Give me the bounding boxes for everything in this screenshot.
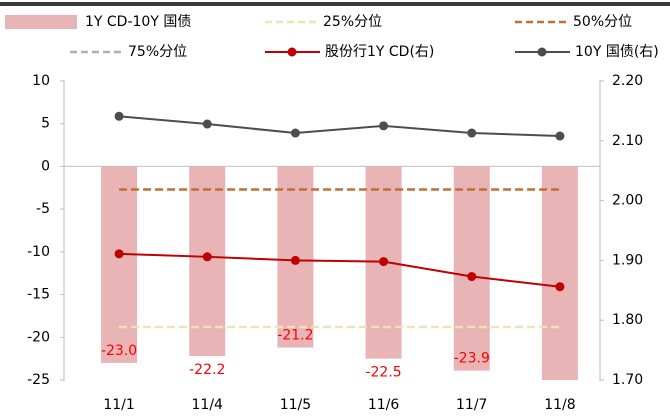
data-label: -22.5 — [365, 365, 401, 381]
line — [119, 252, 561, 288]
point — [467, 128, 477, 138]
point — [290, 128, 300, 138]
line — [118, 115, 560, 138]
legend-label: 75%分位 — [128, 44, 187, 60]
legend-marker — [287, 47, 297, 57]
point — [379, 257, 389, 267]
point — [114, 249, 124, 259]
data-label: -21.2 — [277, 328, 313, 344]
y2-tick-label: 1.80 — [612, 312, 643, 328]
point — [467, 272, 477, 282]
legend-swatch — [5, 15, 77, 29]
bar — [541, 166, 578, 380]
x-tick-label: 11/1 — [103, 397, 134, 413]
y-tick-label: -10 — [27, 244, 50, 260]
x-tick-label: 11/8 — [544, 397, 575, 413]
y2-tick-label: 2.00 — [612, 193, 643, 209]
bar — [101, 166, 138, 363]
y-tick-label: -5 — [36, 201, 50, 217]
y2-tick-label: 2.10 — [612, 133, 643, 149]
y-tick-label: -25 — [27, 372, 50, 388]
x-tick-label: 11/5 — [280, 397, 311, 413]
data-label: -23.0 — [101, 343, 137, 359]
point — [379, 121, 389, 131]
legend-label: 1Y CD-10Y 国债 — [85, 14, 191, 30]
data-label: -22.2 — [189, 362, 225, 378]
x-tick-label: 11/7 — [456, 397, 487, 413]
point — [114, 111, 124, 121]
top-rule — [0, 2, 670, 6]
x-tick-label: 11/4 — [192, 397, 224, 413]
y-tick-label: -15 — [27, 287, 50, 303]
legend-label: 股份行1Y CD(右) — [325, 44, 434, 60]
point — [202, 119, 212, 129]
legend-label: 25%分位 — [323, 14, 382, 30]
bar — [453, 166, 490, 371]
y-tick-label: 10 — [32, 73, 50, 89]
y2-tick-label: 1.70 — [612, 372, 643, 388]
point — [555, 131, 565, 141]
x-tick-label: 11/6 — [368, 397, 400, 413]
legend-label: 10Y 国债(右) — [575, 44, 659, 60]
y2-tick-label: 1.90 — [612, 252, 643, 268]
legend-marker — [537, 47, 547, 57]
point — [555, 282, 565, 292]
point — [202, 252, 212, 262]
y2-tick-label: 2.20 — [612, 73, 643, 89]
data-label: -23.9 — [454, 351, 490, 367]
y-tick-label: 5 — [41, 116, 50, 132]
y-tick-label: 0 — [41, 158, 50, 174]
legend-label: 50%分位 — [573, 14, 632, 30]
y-tick-label: -20 — [27, 329, 50, 345]
point — [290, 255, 300, 265]
